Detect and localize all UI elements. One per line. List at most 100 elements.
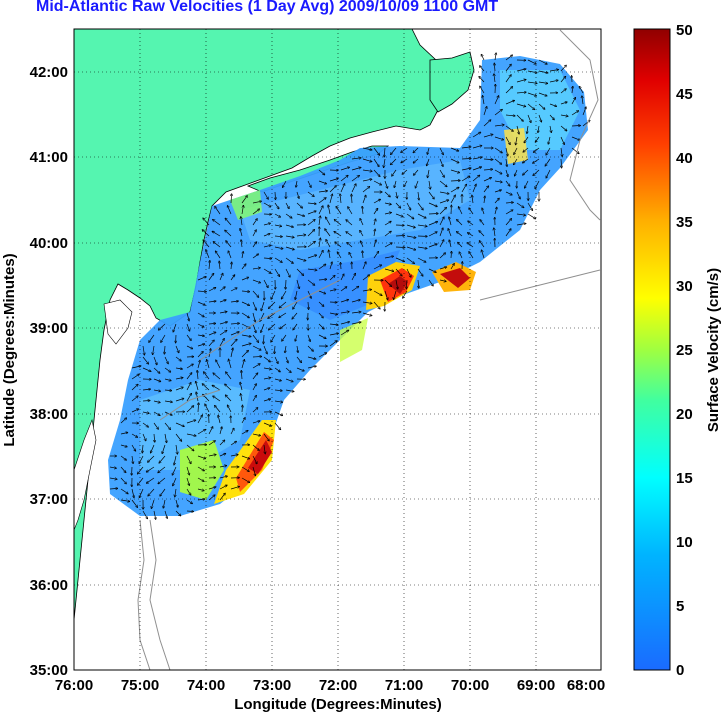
lon-tick-label: 72:00 [319,677,357,694]
velocity-arrow [307,279,315,285]
velocity-arrow [139,488,144,497]
velocity-arrow [439,280,446,281]
lat-tick-label: 36:00 [30,577,68,594]
velocity-arrow [263,388,270,391]
velocity-arrow [154,433,155,442]
velocity-arrow [219,331,227,336]
velocity-arrow [131,488,134,498]
velocity-arrow [208,332,216,336]
velocity-arrow [219,322,227,325]
velocity-arrow [263,433,269,441]
velocity-arrow [241,217,242,226]
velocity-arrow [153,401,160,403]
velocity-arrow [373,219,376,226]
velocity-arrow [219,440,225,446]
velocity-arrow [439,191,449,194]
velocity-arrow [286,279,287,289]
velocity-arrow [252,466,255,476]
velocity-arrow [226,372,232,380]
velocity-arrow [131,384,138,391]
velocity-arrow [505,169,508,177]
velocity-arrow [175,387,183,391]
velocity-arrow [252,373,258,380]
lon-tick-label: 71:00 [385,677,423,694]
velocity-arrow [395,268,402,276]
velocity-arrow [318,169,325,175]
velocity-arrow [481,55,485,61]
velocity-field [108,56,588,516]
velocity-arrow [175,510,181,516]
velocity-arrow [241,277,248,281]
velocity-arrow [206,250,210,259]
velocity-arrow [461,184,466,193]
velocity-arrow [560,77,566,83]
velocity-arrow [550,125,551,132]
velocity-arrow [293,323,298,330]
velocity-arrow [326,240,331,248]
velocity-arrow [241,196,247,204]
velocity-arrow [208,441,215,446]
velocity-arrow [336,207,342,215]
lon-tick-label: 70:00 [451,677,489,694]
velocity-arrow [534,147,540,152]
velocity-arrow [516,114,523,121]
velocity-arrow [219,339,224,347]
velocity-arrow [373,240,376,248]
velocity-arrow [131,396,138,402]
velocity-arrow [230,301,238,302]
velocity-arrow [494,198,499,204]
velocity-arrow [274,257,282,262]
velocity-arrow [329,250,330,259]
velocity-arrow [196,382,199,391]
velocity-arrow [505,229,511,237]
velocity-arrow [413,158,419,163]
velocity-arrow [120,466,126,472]
velocity-arrow [175,488,176,497]
velocity-arrow [318,323,324,329]
velocity-arrow [579,87,584,94]
velocity-arrow [131,374,139,380]
velocity-arrow [307,191,314,196]
velocity-arrow [395,257,404,261]
velocity-arrow [196,392,199,402]
velocity-arrow [285,202,289,208]
velocity-arrow [417,257,426,262]
velocity-arrow [527,114,531,122]
velocity-arrow [151,499,155,508]
velocity-arrow [252,201,261,204]
velocity-arrow [384,290,388,300]
velocity-arrow [197,360,200,369]
velocity-arrow [494,110,502,116]
velocity-arrow [219,300,226,303]
velocity-arrow [505,136,510,144]
velocity-arrow [261,301,265,311]
colorbar-label: Surface Velocity (cm/s) [705,268,722,432]
velocity-arrow [263,345,267,354]
colorbar-tick-label: 0 [676,662,684,679]
velocity-arrow [329,194,332,204]
velocity-arrow [297,345,298,352]
velocity-arrow [527,125,528,133]
velocity-arrow [494,96,499,105]
velocity-arrow [197,477,204,481]
velocity-arrow [219,485,227,490]
velocity-arrow [450,181,460,182]
velocity-arrow [318,251,323,259]
velocity-arrow [307,269,317,270]
velocity-arrow [527,103,534,110]
velocity-arrow [263,399,270,402]
velocity-arrow [428,214,438,215]
velocity-arrow [219,427,222,435]
velocity-arrow [292,312,298,319]
velocity-arrow [230,323,239,324]
velocity-arrow [293,301,298,309]
lat-tick-label: 39:00 [30,320,68,337]
velocity-arrow [242,252,243,259]
velocity-arrow [406,235,416,238]
velocity-arrow [274,236,282,237]
velocity-arrow [296,191,299,198]
lat-tick-label: 40:00 [30,235,68,252]
velocity-arrow [225,218,232,226]
velocity-arrow [516,80,526,83]
lat-tick-labels: 42:00 41:00 40:00 39:00 38:00 37:00 36:0… [30,64,68,679]
